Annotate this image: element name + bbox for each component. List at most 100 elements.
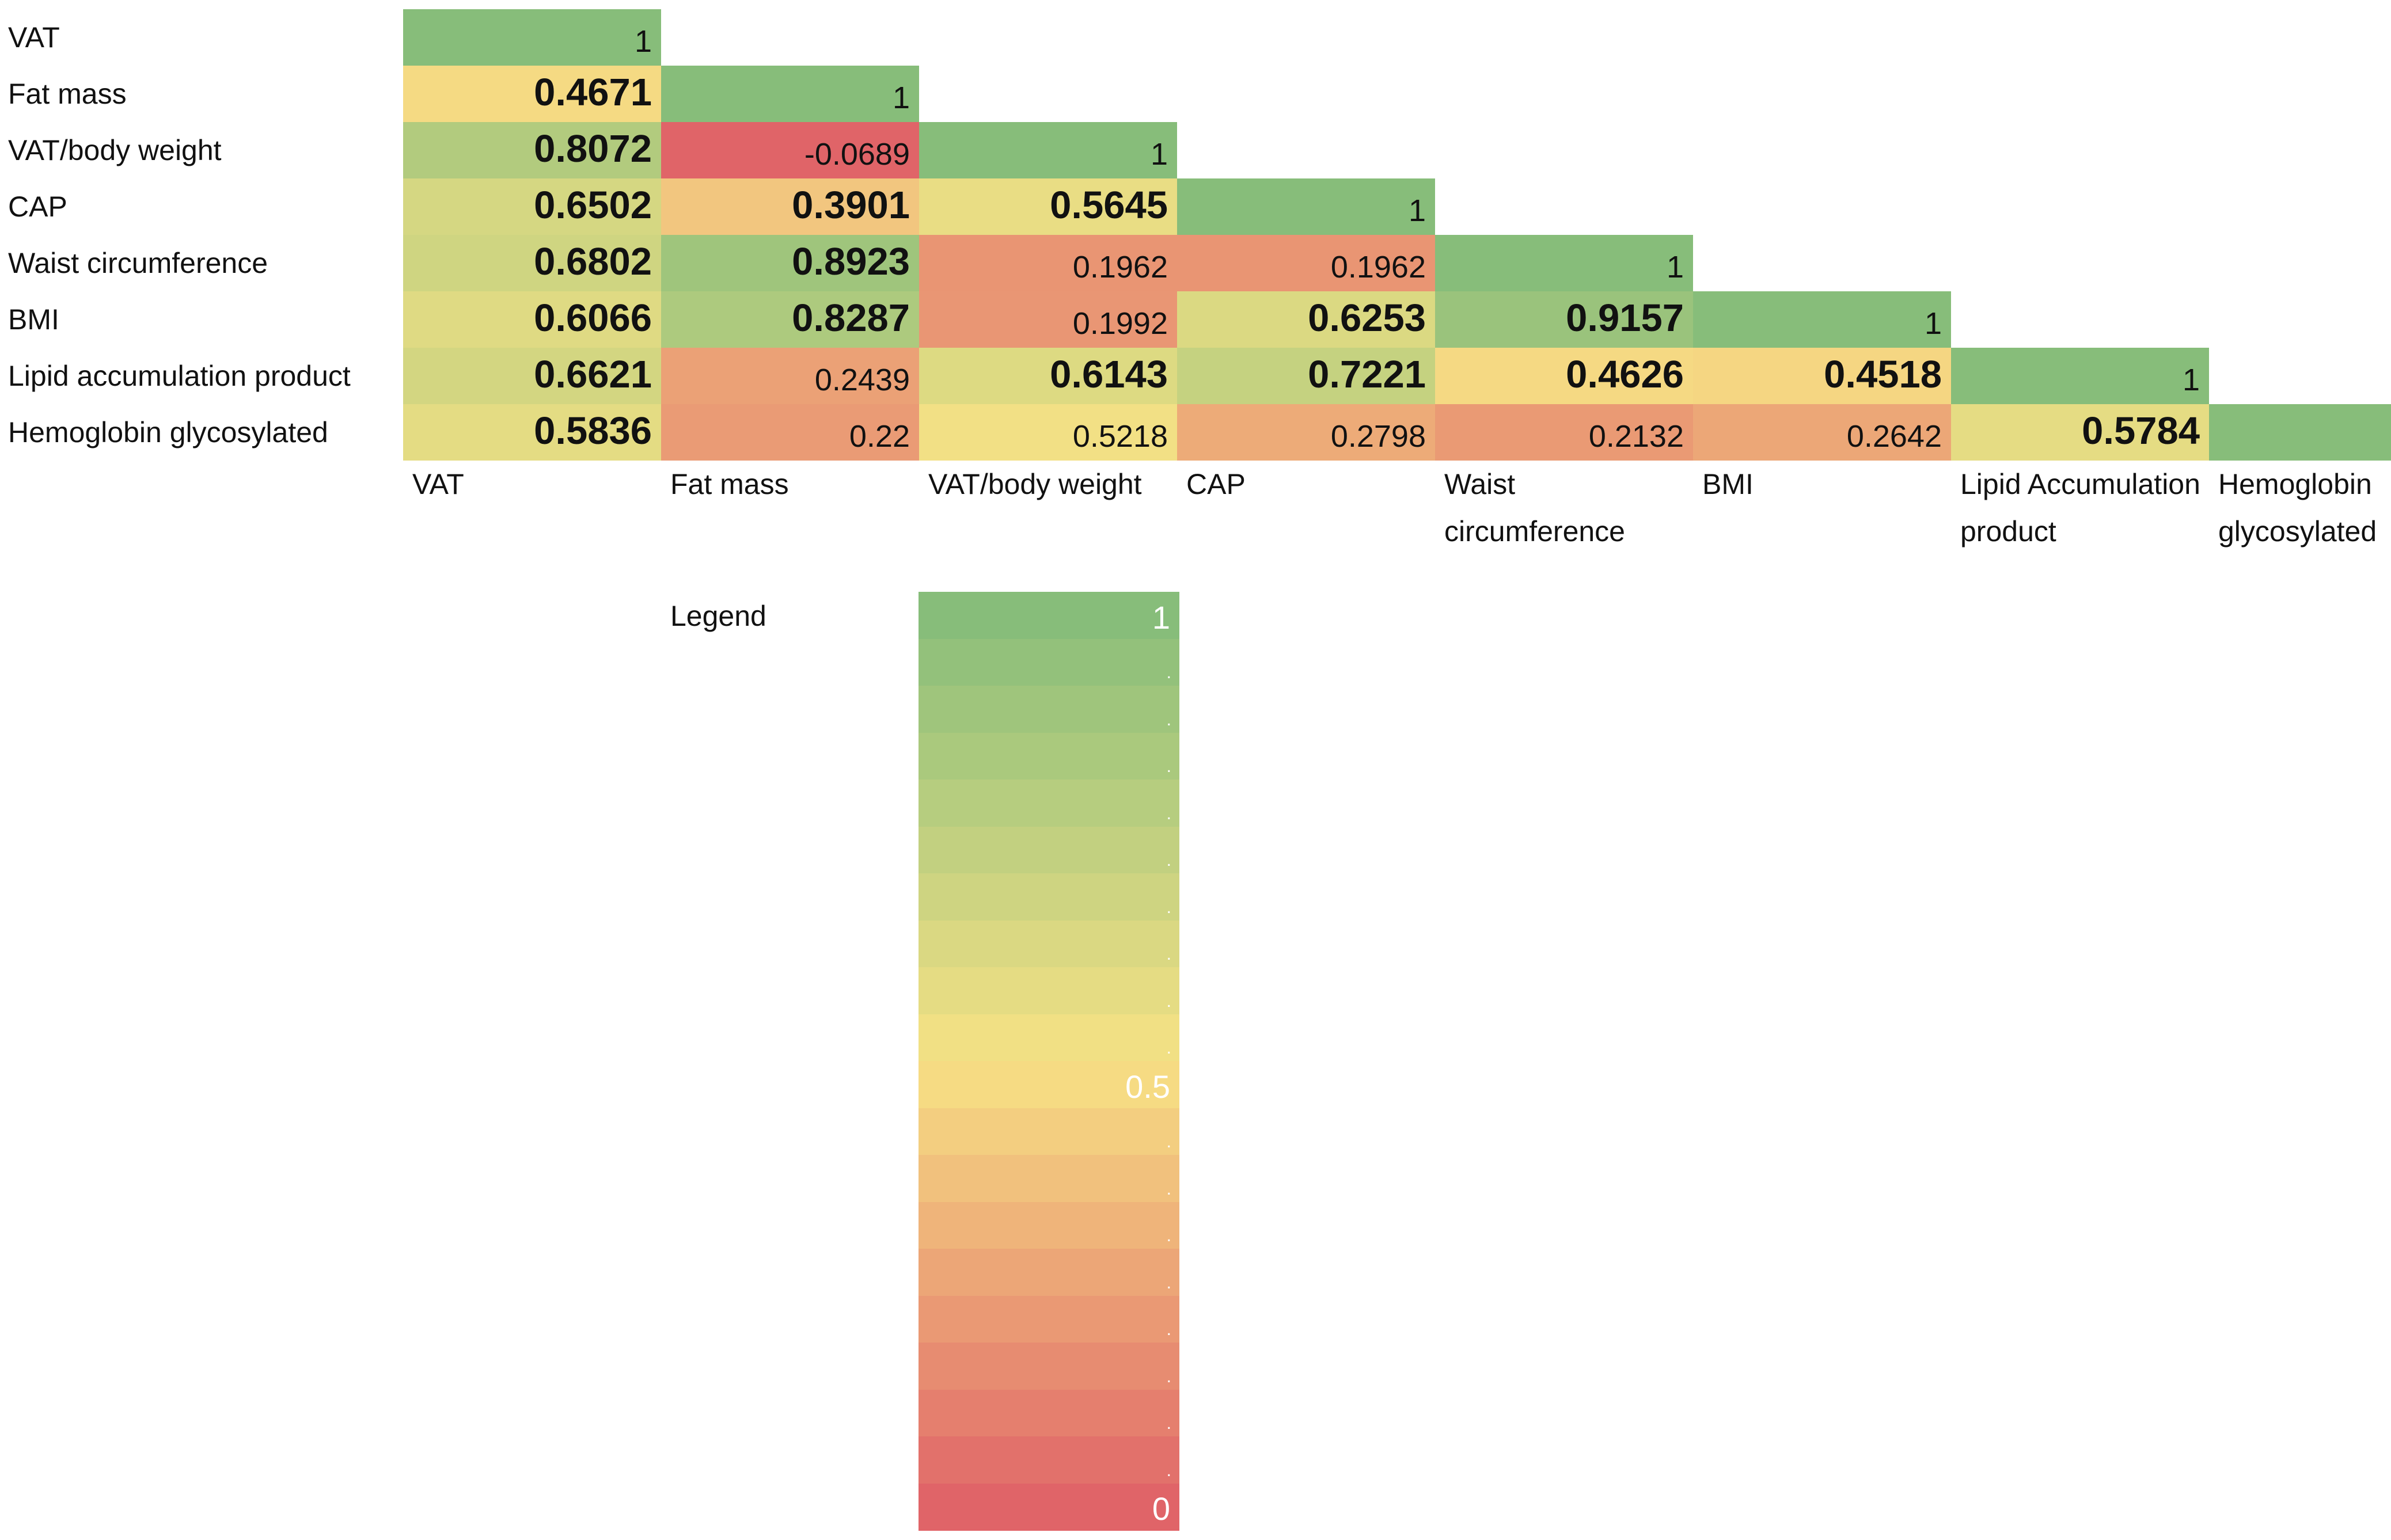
legend-tick-mark: . <box>1166 1039 1171 1058</box>
cell-value: 0.22 <box>849 419 910 454</box>
cell-value: 0.4518 <box>1824 353 1942 396</box>
row-label: VAT/body weight <box>8 134 222 166</box>
heatmap-cell <box>919 291 1177 348</box>
legend-tick-label: 1 <box>1152 599 1170 636</box>
heatmap-cell <box>403 291 661 348</box>
row-label: VAT <box>8 21 60 54</box>
legend-tick-mark: . <box>1166 1132 1171 1152</box>
legend-band: . <box>919 1343 1179 1390</box>
legend-tick-label: 0.5 <box>1125 1068 1170 1105</box>
heatmap-cell <box>1435 348 1693 404</box>
legend-band: . <box>919 1014 1179 1062</box>
heatmap-cell <box>919 348 1177 404</box>
heatmap-cell <box>403 9 661 66</box>
legend-tick-mark: . <box>1166 663 1171 683</box>
cell-value: -0.0689 <box>804 137 910 172</box>
column-label: BMI <box>1702 468 1754 500</box>
heatmap-cell <box>403 122 661 178</box>
legend-tick-mark: . <box>1166 851 1171 870</box>
legend-tick-label: 0 <box>1152 1490 1170 1527</box>
cell-value: 0.5218 <box>1072 419 1168 454</box>
column-label: VAT <box>412 468 464 500</box>
column-label: Waist circumference <box>1444 468 1625 547</box>
row-label: Lipid accumulation product <box>8 360 351 392</box>
heatmap-cell <box>1177 348 1435 404</box>
heatmap-cell <box>661 291 919 348</box>
column-label: VAT/body weight <box>928 468 1142 500</box>
cell-value: 1 <box>634 24 652 59</box>
heatmap-cell <box>1177 178 1435 235</box>
cell-value: 0.2439 <box>814 363 910 397</box>
legend-band: . <box>919 1389 1179 1437</box>
legend-tick-mark: . <box>1166 757 1171 777</box>
heatmap-cell <box>403 235 661 291</box>
cell-value: 0.5645 <box>1050 184 1168 227</box>
legend-tick-mark: . <box>1166 1273 1171 1292</box>
legend-band: . <box>919 873 1179 921</box>
cell-value: 0.3901 <box>792 184 910 227</box>
cell-value: 0.6143 <box>1050 353 1168 396</box>
column-label: Hemoglobin glycosylated <box>2218 468 2377 547</box>
heatmap-cell <box>403 178 661 235</box>
cell-value: 1 <box>2209 404 2391 461</box>
cell-value: 1 <box>1666 250 1684 284</box>
legend-band: . <box>919 826 1179 874</box>
cell-value: 1 <box>1408 193 1426 228</box>
row-label: Hemoglobin glycosylated <box>8 416 328 448</box>
legend-tick-mark: . <box>1166 1367 1171 1386</box>
heatmap-cell <box>1951 404 2209 461</box>
cell-value: 0.2798 <box>1330 419 1426 454</box>
cell-value: 0.9157 <box>1566 296 1684 340</box>
cell-value: 0.2642 <box>1846 419 1942 454</box>
row-label: CAP <box>8 191 67 223</box>
column-label: CAP <box>1186 468 1246 500</box>
legend-tick-mark: . <box>1166 945 1171 964</box>
legend-band: . <box>919 779 1179 827</box>
legend-band: . <box>919 1295 1179 1343</box>
heatmap-cell <box>2209 404 2391 461</box>
legend-band: . <box>919 920 1179 968</box>
legend-tick-mark: . <box>1166 1179 1171 1199</box>
legend-tick-mark: . <box>1166 898 1171 917</box>
heatmap-cell <box>661 348 919 404</box>
cell-value: 0.4671 <box>534 71 652 114</box>
heatmap-cell <box>919 235 1177 291</box>
legend-tick-mark: . <box>1166 1320 1171 1340</box>
heatmap-cell <box>403 404 661 461</box>
cell-value: 0.8287 <box>792 296 910 340</box>
legend-band: . <box>919 1108 1179 1155</box>
row-label: Fat mass <box>8 78 127 110</box>
heatmap-cell <box>661 122 919 178</box>
heatmap-cell <box>1693 291 1951 348</box>
heatmap-cell <box>1435 404 1693 461</box>
heatmap-cell <box>661 178 919 235</box>
legend-tick-mark: . <box>1166 991 1171 1011</box>
legend-band: . <box>919 1155 1179 1203</box>
heatmap-cell <box>1177 404 1435 461</box>
heatmap-cell <box>1177 291 1435 348</box>
cell-value: 1 <box>2182 363 2200 397</box>
legend-band: . <box>919 1249 1179 1296</box>
cell-value: 0.1992 <box>1072 306 1168 341</box>
row-label: Waist circumference <box>8 247 268 279</box>
legend-tick-mark: . <box>1166 1226 1171 1246</box>
legend-tick-mark: . <box>1166 1461 1171 1480</box>
heatmap-cell <box>919 178 1177 235</box>
column-label: Lipid Accumulation product <box>1960 468 2200 547</box>
heatmap-cell <box>661 404 919 461</box>
cell-value: 0.8923 <box>792 240 910 283</box>
cell-value: 0.7221 <box>1308 353 1426 396</box>
legend-band: . <box>919 1436 1179 1484</box>
legend-band: 0.5 <box>919 1061 1179 1109</box>
heatmap-cell <box>403 66 661 122</box>
cell-value: 0.1962 <box>1330 250 1426 284</box>
column-label: Fat mass <box>670 468 789 500</box>
cell-value: 0.5784 <box>2082 409 2200 453</box>
cell-value: 1 <box>1150 137 1168 172</box>
cell-value: 0.2132 <box>1588 419 1684 454</box>
heatmap-cell <box>919 404 1177 461</box>
heatmap-cell <box>1951 348 2209 404</box>
heatmap-cell <box>661 235 919 291</box>
heatmap-cell <box>919 122 1177 178</box>
cell-value: 1 <box>892 81 910 115</box>
